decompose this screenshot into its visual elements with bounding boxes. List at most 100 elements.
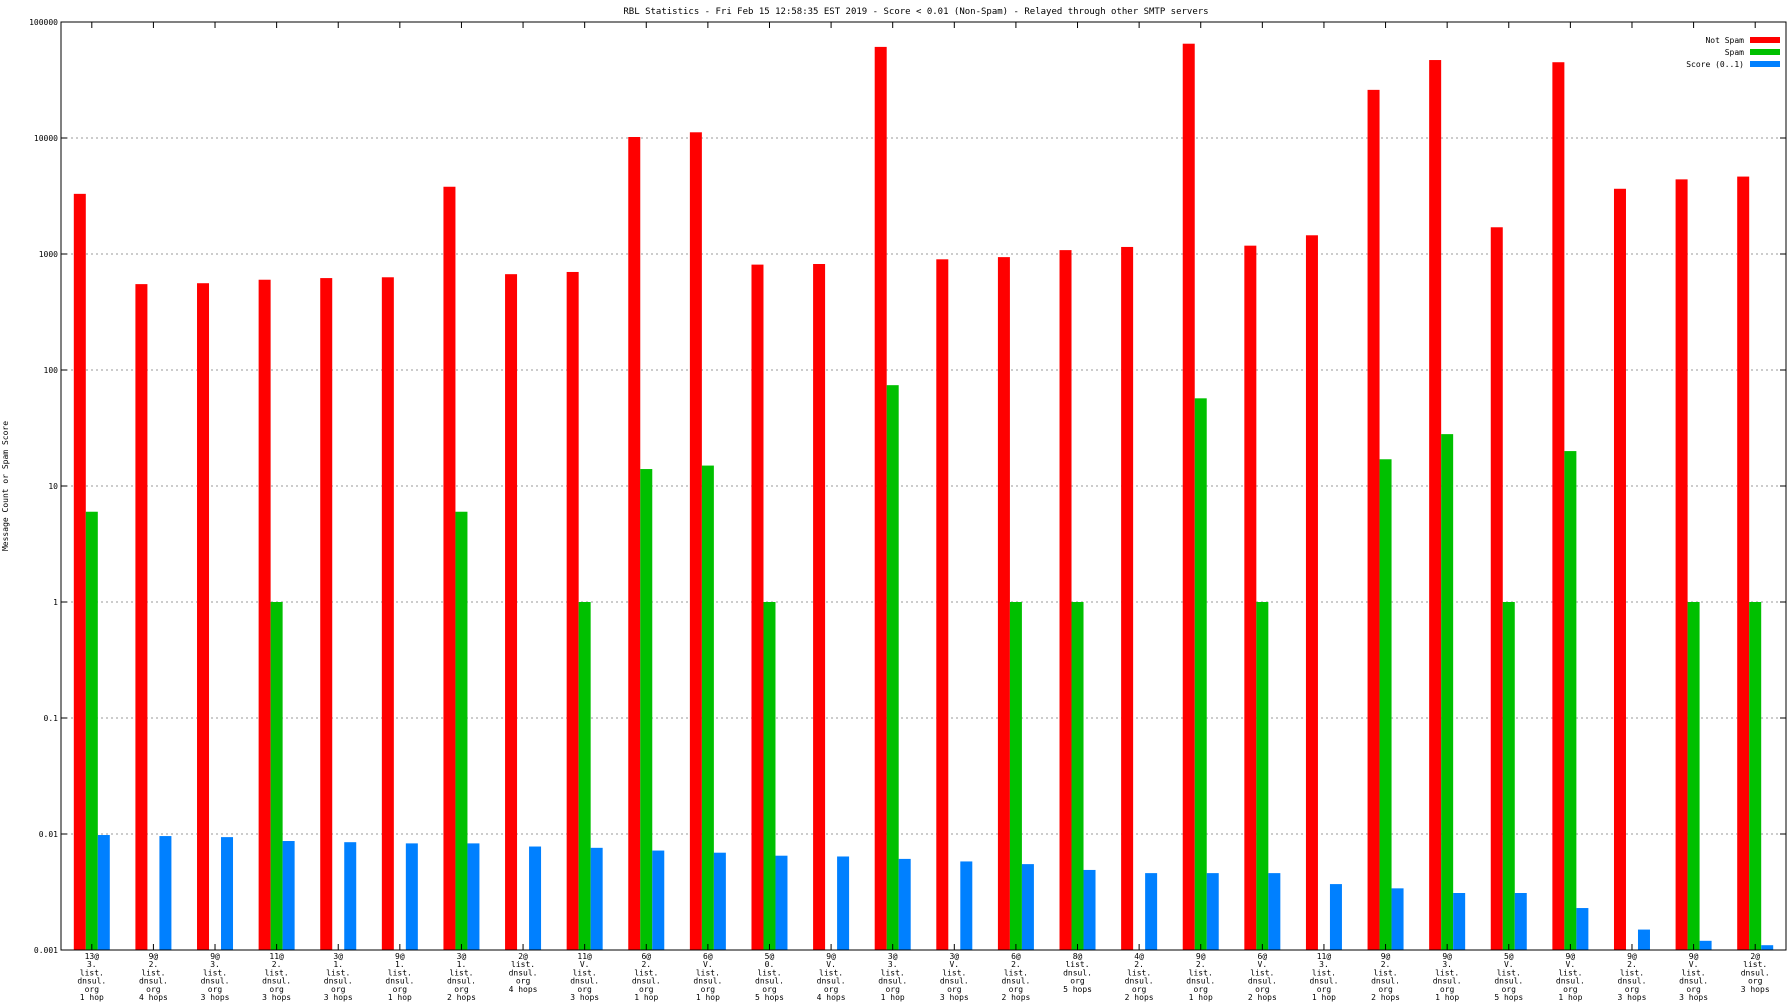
x-tick-label: 3@ V. list. dnsul. org 3 hops [940,952,969,1002]
x-tick-label: 3@ 3. list. dnsul. org 1 hop [878,952,907,1002]
y-tick-label: 100 [44,366,59,375]
bar-score-0-1 [837,856,850,950]
bar-spam [1071,602,1084,950]
bar-score-0-1 [1145,873,1158,950]
bar-not-spam [1613,188,1626,950]
legend-swatch [1750,61,1780,67]
bar-score-0-1 [590,847,603,950]
legend-label: Not Spam [1705,36,1744,45]
bar-score-0-1 [1329,884,1342,950]
bar-score-0-1 [221,837,234,950]
bar-not-spam [1305,235,1318,950]
bar-score-0-1 [713,852,726,950]
legend: Not Spam Spam Score (0..1) [1686,36,1780,69]
bar-not-spam [1490,227,1503,950]
bar-score-0-1 [898,858,911,950]
bar-score-0-1 [1206,873,1219,950]
bar-not-spam [320,278,333,951]
bar-score-0-1 [1391,888,1404,950]
bar-not-spam [1244,245,1257,950]
bar-spam [701,465,714,950]
x-tick-label: 9@ 3. list. dnsul. org 3 hops [201,952,230,1002]
bar-score-0-1 [529,846,542,950]
x-tick-label: 9@ 2. list. dnsul. org 2 hops [1371,952,1400,1002]
y-tick-label: 100000 [29,18,58,27]
x-tick-label: 5@ V. list. dnsul. org 5 hops [1494,952,1523,1002]
bar-spam [85,511,98,950]
bar-score-0-1 [1083,869,1096,950]
x-tick-label: 6@ 2. list. dnsul. org 2 hops [1001,952,1030,1002]
bar-not-spam [689,132,702,950]
bar-not-spam [443,186,456,950]
bar-spam [1502,602,1515,950]
bar-not-spam [135,284,148,950]
bar-spam [1194,398,1207,951]
bar-spam [455,511,468,950]
y-tick-label: 0.01 [39,830,58,839]
x-tick-label: 9@ 1. list. dnsul. org 1 hop [385,952,414,1002]
bar-score-0-1 [775,855,788,950]
bar-score-0-1 [405,843,418,950]
y-tick-label: 0.1 [44,714,59,723]
bar-not-spam [936,259,949,950]
bar-score-0-1 [1268,873,1281,950]
legend-swatch [1750,37,1780,43]
bar-not-spam [258,279,271,950]
legend-swatch [1750,49,1780,55]
chart-title: RBL Statistics - Fri Feb 15 12:58:35 EST… [623,7,1208,17]
bar-score-0-1 [344,842,357,950]
legend-label: Score (0..1) [1686,60,1744,69]
bar-spam [578,602,591,950]
x-tick-label: 6@ V. list. dnsul. org 1 hop [693,952,722,1002]
bar-spam [886,385,899,950]
bar-score-0-1 [960,861,973,950]
bar-score-0-1 [282,841,295,950]
x-tick-label: 13@ 3. list. dnsul. org 1 hop [77,952,106,1002]
x-tick-label: 6@ V. list. dnsul. org 2 hops [1248,952,1277,1002]
bar-not-spam [1429,60,1442,951]
bar-not-spam [505,274,518,951]
x-tick-label: 9@ 3. list. dnsul. org 1 hop [1433,952,1462,1002]
bar-spam [1749,602,1762,950]
y-tick-label: 0.001 [34,946,58,955]
x-tick-label: 9@ 2. list. dnsul. org 3 hops [1618,952,1647,1002]
y-tick-label: 10 [48,482,58,491]
bar-not-spam [1675,179,1688,950]
bar-spam [763,602,776,950]
bar-score-0-1 [159,836,172,950]
x-axis-ticks: 13@ 3. list. dnsul. org 1 hop 9@ 2. list. dnsul. o… [77,22,1770,1002]
bar-not-spam [751,264,764,950]
x-tick-label: 9@ 2. list. dnsul. org 4 hops [139,952,168,1002]
bar-not-spam [1121,246,1134,950]
x-tick-label: 9@ V. list. dnsul. org 1 hop [1556,952,1585,1002]
x-tick-label: 9@ V. list. dnsul. org 3 hops [1679,952,1708,1002]
bar-spam [1379,459,1392,950]
x-tick-label: 9@ V. list. dnsul. org 4 hops [817,952,846,1002]
bar-score-0-1 [97,835,110,950]
bar-not-spam [566,271,579,950]
bar-not-spam [628,137,641,950]
bar-not-spam [1367,89,1380,950]
bar-score-0-1 [1699,940,1712,950]
bar-spam [1564,451,1577,950]
bar-score-0-1 [1761,945,1774,950]
bar-not-spam [1059,250,1072,950]
x-tick-label: 2@ list. dnsul. org 3 hops [1741,952,1770,994]
bar-not-spam [73,193,86,950]
bar-not-spam [997,257,1010,950]
bar-not-spam [381,277,394,950]
bar-score-0-1 [1637,929,1650,950]
y-tick-label: 1000 [39,250,58,259]
bar-not-spam [1737,176,1750,951]
x-tick-label: 2@ list. dnsul. org 4 hops [509,952,538,994]
x-tick-label: 6@ 2. list. dnsul. org 1 hop [632,952,661,1002]
x-tick-label: 9@ 2. list. dnsul. org 1 hop [1186,952,1215,1002]
y-axis-ticks: 100000 10000 1000 100 10 1 0.1 0.01 0.001 [29,18,1786,955]
bar-spam [270,602,283,950]
x-tick-label: 8@ list. dnsul. org 5 hops [1063,952,1092,994]
bar-not-spam [1182,43,1195,951]
y-tick-label: 10000 [34,134,58,143]
bar-score-0-1 [467,843,480,950]
bar-not-spam [813,263,826,951]
